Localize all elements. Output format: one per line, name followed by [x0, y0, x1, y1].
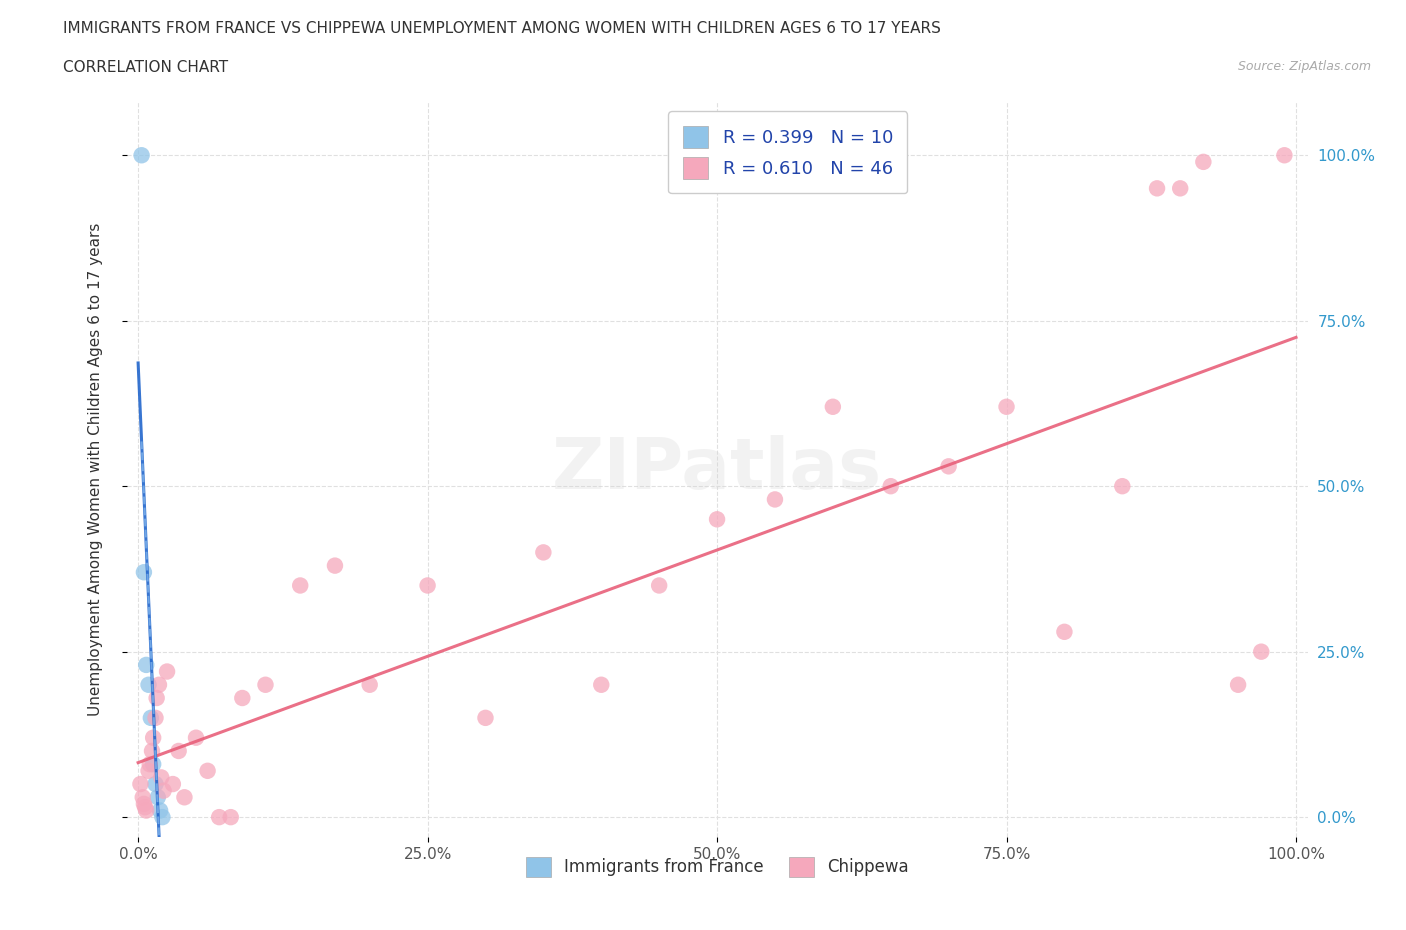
Point [129, 777, 152, 791]
Point [173, 790, 195, 804]
Point [142, 730, 165, 745]
Point [290, 578, 312, 593]
Point [145, 691, 167, 706]
Point [763, 492, 786, 507]
Text: Source: ZipAtlas.com: Source: ZipAtlas.com [1237, 60, 1371, 73]
Legend: Immigrants from France, Chippewa: Immigrants from France, Chippewa [519, 850, 915, 883]
Point [1053, 624, 1076, 639]
Point [254, 677, 277, 692]
Point [591, 677, 613, 692]
Point [416, 578, 439, 593]
Text: IMMIGRANTS FROM FRANCE VS CHIPPEWA UNEMPLOYMENT AMONG WOMEN WITH CHILDREN AGES 6: IMMIGRANTS FROM FRANCE VS CHIPPEWA UNEMP… [63, 21, 941, 36]
Point [1111, 479, 1133, 494]
Point [139, 711, 162, 725]
Point [149, 804, 172, 818]
Point [148, 677, 170, 692]
Point [1250, 644, 1272, 659]
Point [142, 757, 165, 772]
Point [231, 691, 253, 706]
Text: CORRELATION CHART: CORRELATION CHART [63, 60, 228, 75]
Point [132, 790, 155, 804]
Point [145, 777, 167, 791]
Point [131, 148, 153, 163]
Point [150, 770, 173, 785]
Point [162, 777, 184, 791]
Point [706, 512, 728, 526]
Point [1146, 181, 1168, 196]
Point [1192, 154, 1215, 169]
Point [152, 783, 174, 798]
Point [1274, 148, 1296, 163]
Point [132, 565, 155, 579]
Point [145, 711, 167, 725]
Point [880, 479, 903, 494]
Point [141, 743, 163, 758]
Text: ZIPatlas: ZIPatlas [553, 435, 882, 504]
Point [146, 790, 169, 804]
Point [531, 545, 554, 560]
Point [135, 804, 157, 818]
Point [995, 399, 1018, 414]
Point [138, 677, 160, 692]
Point [208, 810, 231, 825]
Point [134, 800, 156, 815]
Point [138, 757, 160, 772]
Point [197, 764, 219, 778]
Point [135, 658, 157, 672]
Point [821, 399, 844, 414]
Point [184, 730, 207, 745]
Point [359, 677, 381, 692]
Point [167, 743, 190, 758]
Y-axis label: Unemployment Among Women with Children Ages 6 to 17 years: Unemployment Among Women with Children A… [89, 223, 103, 716]
Point [156, 664, 179, 679]
Point [1168, 181, 1191, 196]
Point [474, 711, 496, 725]
Point [1227, 677, 1250, 692]
Point [323, 558, 346, 573]
Point [938, 458, 960, 473]
Point [152, 810, 174, 825]
Point [219, 810, 242, 825]
Point [648, 578, 671, 593]
Point [132, 796, 155, 811]
Point [138, 764, 160, 778]
